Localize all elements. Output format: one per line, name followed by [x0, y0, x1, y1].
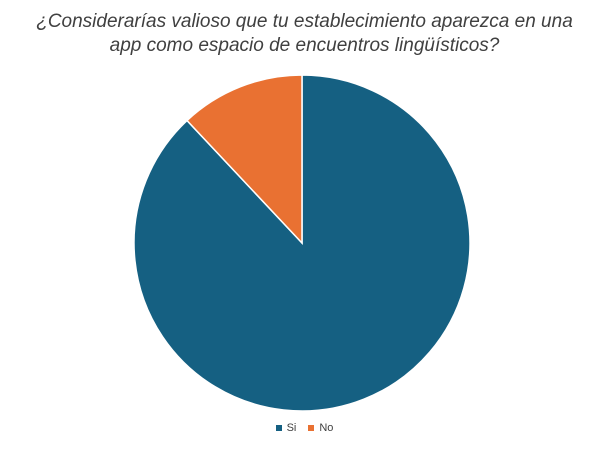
legend-item-no[interactable]: No — [308, 422, 333, 434]
legend-label-no: No — [319, 422, 334, 434]
legend-swatch-si — [275, 425, 282, 431]
legend-swatch-no — [308, 425, 315, 431]
pie-slice-no[interactable] — [185, 74, 303, 245]
chart-title-line-1: ¿Considerarías valioso que tu establecim… — [36, 11, 573, 32]
chart-title-line-2: app como espacio de encuentros lingüísti… — [109, 35, 500, 56]
chart-title: ¿Considerarías valioso que tu establecim… — [0, 10, 609, 58]
legend-item-si[interactable]: Si — [275, 422, 297, 434]
legend: Si No — [0, 422, 609, 434]
legend-label-si: Si — [286, 422, 297, 434]
